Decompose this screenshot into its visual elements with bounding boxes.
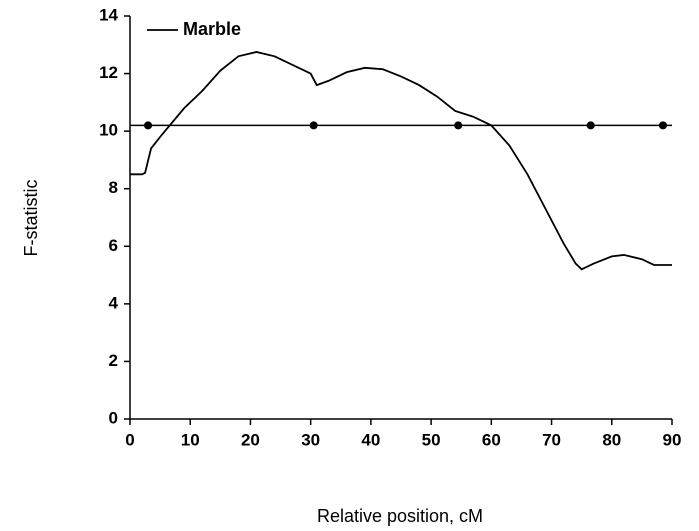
y-tick-label: 4 — [109, 293, 119, 312]
x-tick-label: 10 — [181, 430, 200, 449]
x-tick-label: 60 — [482, 430, 501, 449]
x-tick-label: 70 — [542, 430, 561, 449]
x-tick-label: 80 — [602, 430, 621, 449]
x-tick-label: 30 — [301, 430, 320, 449]
marker — [309, 121, 318, 130]
x-tick-label: 0 — [125, 430, 134, 449]
y-tick-label: 10 — [99, 121, 118, 140]
x-tick-label: 90 — [663, 430, 682, 449]
y-tick-label: 12 — [99, 63, 118, 82]
marker — [144, 121, 153, 130]
x-tick-label: 40 — [361, 430, 380, 449]
legend-label: Marble — [183, 19, 241, 39]
y-tick-label: 2 — [109, 351, 118, 370]
marker — [454, 121, 463, 130]
y-tick-label: 8 — [109, 178, 118, 197]
x-tick-label: 50 — [422, 430, 441, 449]
y-tick-label: 6 — [109, 236, 118, 255]
y-tick-label: 0 — [109, 408, 118, 427]
x-axis-title: Relative position, cM — [317, 506, 483, 526]
marker — [586, 121, 595, 130]
y-tick-label: 14 — [99, 5, 118, 24]
x-tick-label: 20 — [241, 430, 260, 449]
marker — [658, 121, 667, 130]
data-line — [130, 51, 672, 271]
y-axis-title: F-statistic — [21, 179, 41, 256]
